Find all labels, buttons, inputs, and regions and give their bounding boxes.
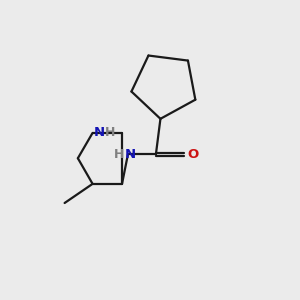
Text: N: N bbox=[125, 148, 136, 161]
Text: H: H bbox=[105, 126, 116, 140]
Text: H: H bbox=[114, 148, 125, 161]
Text: O: O bbox=[187, 148, 198, 161]
Text: N: N bbox=[94, 126, 105, 140]
